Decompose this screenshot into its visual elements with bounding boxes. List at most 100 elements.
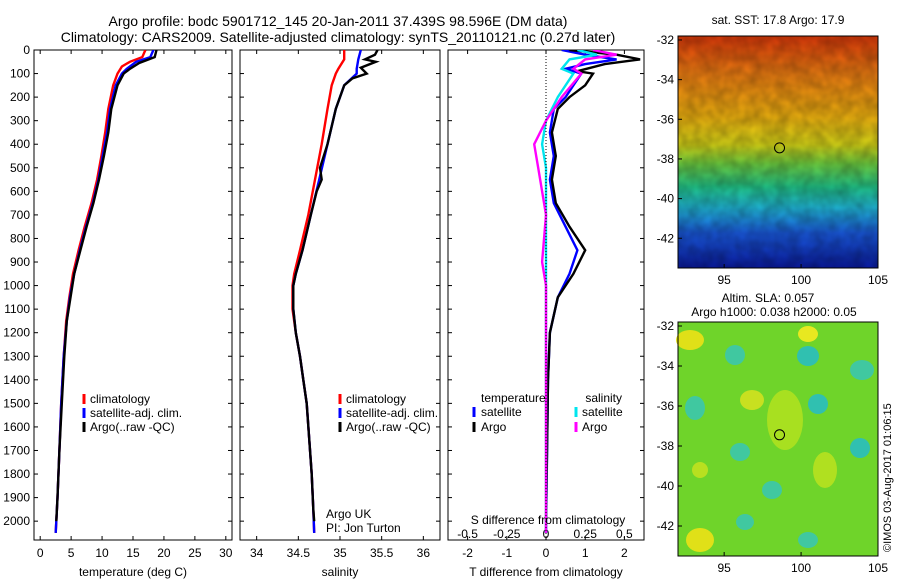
map-y-tick-label: -42 <box>657 231 675 245</box>
salinity-xlabel: salinity <box>322 565 359 579</box>
sst-map-title: sat. SST: 17.8 Argo: 17.9 <box>712 13 845 27</box>
map-y-tick-label: -36 <box>657 399 675 413</box>
y-tick-label: 1300 <box>3 349 30 363</box>
sla-map-title-line1: Altim. SLA: 0.057 <box>722 291 815 305</box>
legend-label-satellite: satellite-adj. clim. <box>346 406 438 420</box>
map-x-tick-label: 100 <box>791 561 811 575</box>
top-tick-label: 0.5 <box>616 527 633 541</box>
salinity-axes: 34 34.5 35 35.5 36 <box>240 49 440 560</box>
x-tick-label: 5 <box>68 546 75 560</box>
legend-label-sal-argo: Argo <box>582 420 608 434</box>
figure-title-line2: Climatology: CARS2009. Satellite-adjuste… <box>61 29 616 45</box>
sst-map-axes: 95 100 105 -32 -34 -36 -38 -40 -42 <box>657 33 889 287</box>
temperature-legend: climatology satellite-adj. clim. Argo(..… <box>82 392 182 434</box>
temperature-axes: 0 5 10 15 20 25 300100200300400500600700800900… <box>3 43 233 560</box>
salinity-legend: climatology satellite-adj. clim. Argo(..… <box>338 392 438 434</box>
x-tick-label: 35.5 <box>370 546 394 560</box>
y-tick-label: 900 <box>10 255 30 269</box>
series-line-argo---raw--qc- <box>55 50 158 522</box>
figure-title-line1: Argo profile: bodc 5901712_145 20-Jan-20… <box>109 13 568 29</box>
y-tick-label: 1100 <box>4 302 30 316</box>
sst-map-frame <box>677 35 879 269</box>
map-x-tick-label: 95 <box>717 273 731 287</box>
legend-title-temperature: temperature <box>481 391 546 405</box>
legend-label-sal-satellite: satellite <box>582 405 623 419</box>
temperature-xlabel: temperature (deg C) <box>79 565 187 579</box>
series-line-satellite <box>544 50 617 533</box>
x-tick-label: -1 <box>501 546 512 560</box>
y-tick-label: 300 <box>10 114 30 128</box>
legend-label-climatology: climatology <box>90 392 150 406</box>
y-tick-label: 1600 <box>3 420 30 434</box>
x-tick-label: 35 <box>333 546 347 560</box>
series-line-climatology <box>54 50 147 533</box>
map-y-tick-label: -40 <box>657 192 675 206</box>
map-x-tick-label: 100 <box>791 273 811 287</box>
x-tick-label: 0 <box>543 546 550 560</box>
top-tick-label: -0.5 <box>457 527 478 541</box>
series-line-satellite <box>540 50 598 533</box>
x-tick-label: 34.5 <box>287 546 311 560</box>
legend-label-satellite: satellite-adj. clim. <box>90 406 182 420</box>
map-y-tick-label: -32 <box>657 33 675 47</box>
top-tick-label: 0.25 <box>574 527 598 541</box>
sla-map-axes: 95 100 105 -32 -34 -36 -38 -40 -42 <box>657 319 889 575</box>
x-tick-label: 1 <box>582 546 589 560</box>
x-tick-label: 30 <box>219 546 233 560</box>
argo-location-marker <box>774 142 786 154</box>
y-tick-label: 1500 <box>3 396 30 410</box>
y-tick-label: 1200 <box>3 326 30 340</box>
legend-title-salinity: salinity <box>585 391 622 405</box>
legend-label-argo: Argo(..raw -QC) <box>346 420 431 434</box>
y-tick-label: 0 <box>23 43 30 57</box>
map-y-tick-label: -32 <box>657 319 675 333</box>
sst-heatmap <box>678 36 878 268</box>
map-x-tick-label: 95 <box>717 561 731 575</box>
series-line-satellite-adj--clim- <box>292 50 362 533</box>
y-tick-label: 1400 <box>3 373 30 387</box>
y-tick-label: 400 <box>10 137 30 151</box>
map-x-tick-label: 105 <box>868 561 888 575</box>
y-tick-label: 1700 <box>3 443 30 457</box>
x-tick-label: 25 <box>188 546 202 560</box>
x-tick-label: 36 <box>417 546 431 560</box>
y-tick-label: 800 <box>10 231 30 245</box>
y-tick-label: 600 <box>10 184 30 198</box>
x-tick-label: 15 <box>126 546 140 560</box>
credit-stamp: ©IMOS 03-Aug-2017 01:06:15 <box>882 403 894 552</box>
sla-heatmap <box>676 322 878 556</box>
map-y-tick-label: -38 <box>657 439 675 453</box>
difference-axes: -2-1012-0.5-0.2500.250.5 <box>448 49 644 560</box>
top-tick-label: -0.25 <box>493 527 521 541</box>
temperature-series <box>54 50 158 533</box>
map-y-tick-label: -38 <box>657 152 675 166</box>
map-y-tick-label: -34 <box>657 73 675 87</box>
salinity-panel-frame <box>239 49 441 541</box>
map-y-tick-label: -40 <box>657 479 675 493</box>
series-line-argo <box>532 50 617 533</box>
legend-label-argo: Argo(..raw -QC) <box>90 420 175 434</box>
x-tick-label: 10 <box>95 546 109 560</box>
map-y-tick-label: -36 <box>657 112 675 126</box>
y-tick-label: 2000 <box>3 514 30 528</box>
y-tick-label: 700 <box>10 208 30 222</box>
series-line-argo <box>544 50 641 522</box>
y-tick-label: 1900 <box>3 491 30 505</box>
x-tick-label: 34 <box>250 546 264 560</box>
pi-annotation: PI: Jon Turton <box>326 521 401 535</box>
legend-label-temp-argo: Argo <box>481 420 507 434</box>
difference-xlabel: T difference from climatology <box>469 565 623 579</box>
salinity-difference-top-label: S difference from climatology <box>471 513 626 527</box>
x-tick-label: 2 <box>621 546 628 560</box>
argo-uk-annotation: Argo UK <box>326 507 371 521</box>
y-tick-label: 500 <box>10 161 30 175</box>
x-tick-label: -2 <box>462 546 473 560</box>
legend-label-temp-satellite: satellite <box>481 405 522 419</box>
map-x-tick-label: 105 <box>868 273 888 287</box>
series-line-argo---raw--qc- <box>292 50 380 522</box>
y-tick-label: 1000 <box>3 279 30 293</box>
map-y-tick-label: -42 <box>657 519 675 533</box>
sla-map-frame <box>677 321 879 557</box>
y-tick-label: 100 <box>10 67 30 81</box>
